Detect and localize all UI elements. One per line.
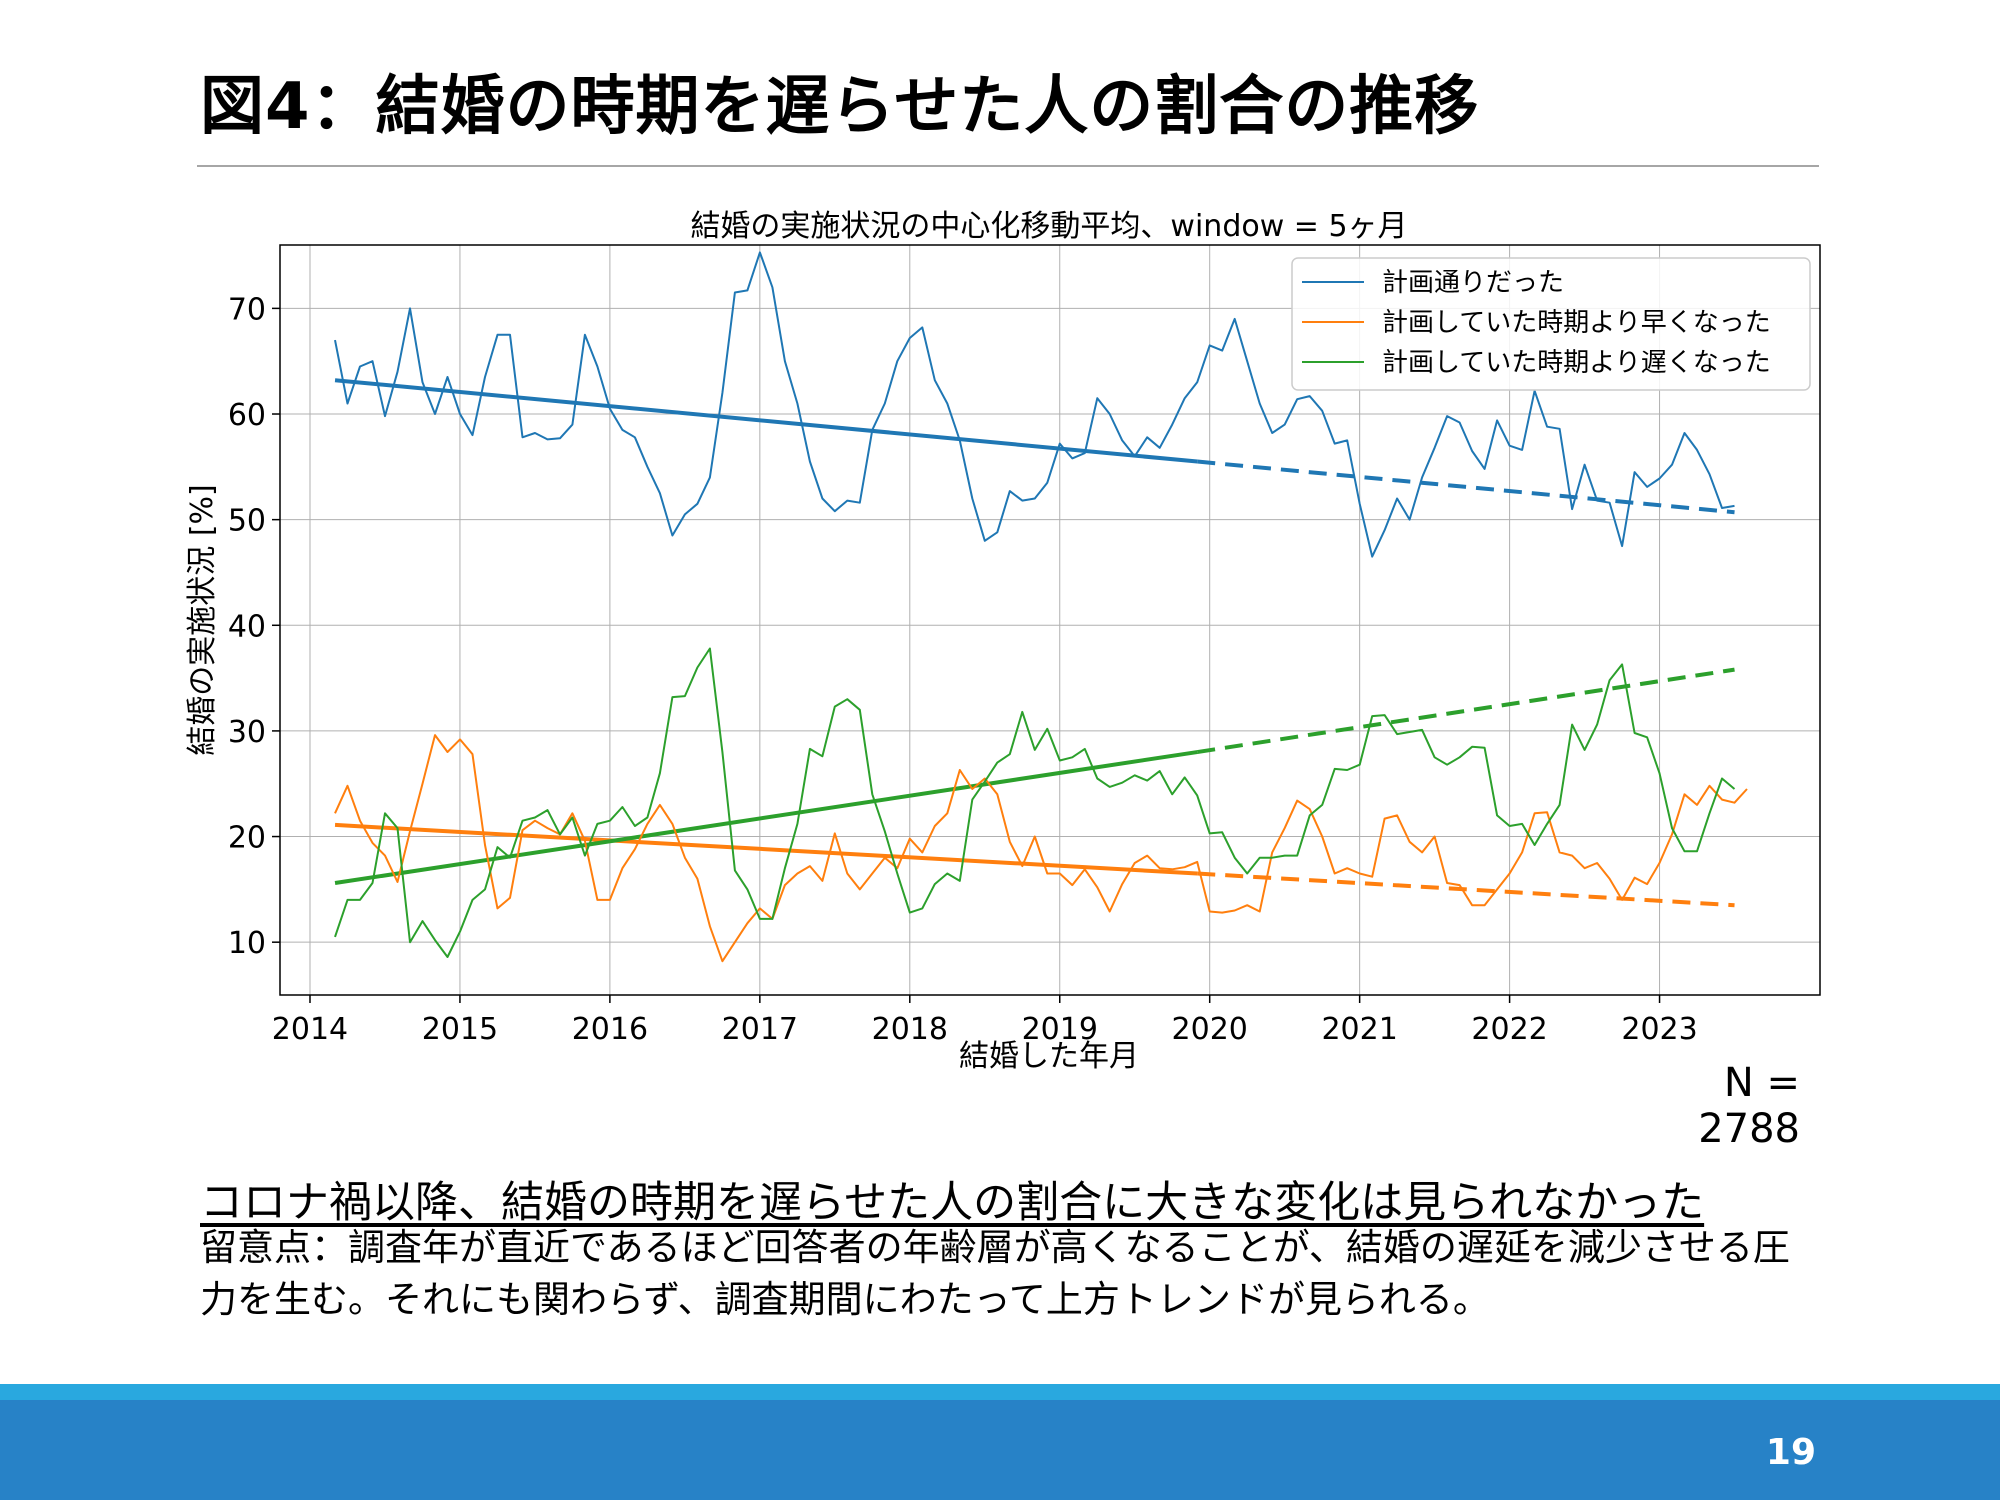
chart-title: 結婚の実施状況の中心化移動平均、window = 5ヶ月 [690, 209, 1407, 244]
legend-box [1291, 257, 1811, 391]
slide-title: 図4：結婚の時期を遅らせた人の割合の推移 [200, 70, 1480, 144]
trend-line-dashed [1197, 459, 1735, 515]
y-tick-label: 30 [228, 715, 266, 750]
note-text: 留意点：調査年が直近であるほど回答者の年齢層が高くなることが、結婚の遅延を減少さ… [200, 1226, 1790, 1321]
trend-line-solid [334, 378, 1198, 464]
y-tick-label: 20 [228, 821, 266, 856]
trend-lines [334, 378, 1735, 908]
x-tick-label: 2015 [422, 1012, 498, 1047]
x-tick-label: 2014 [272, 1012, 348, 1047]
x-tick-label: 2022 [1471, 1012, 1547, 1047]
y-tick-label: 10 [228, 926, 266, 961]
y-axis-title: 結婚の実施状況 [%] [185, 484, 220, 755]
trend-line-solid [334, 750, 1198, 886]
sample-size-label: N = 2788 [1698, 1060, 1800, 1152]
legend-label-planned: 計画通りだった [1382, 268, 1564, 298]
x-tick-label: 2016 [572, 1012, 648, 1047]
x-tick-label: 2018 [872, 1012, 948, 1047]
series-line [334, 647, 1736, 958]
trend-line-dashed [1197, 871, 1735, 908]
x-axis-title: 結婚した年月 [959, 1039, 1139, 1074]
x-tick-label: 2017 [722, 1012, 798, 1047]
y-tick-label: 40 [228, 609, 266, 644]
x-tick-label: 2020 [1172, 1012, 1248, 1047]
series-line [334, 251, 1735, 558]
legend: 計画通りだった 計画していた時期より早くなった 計画していた時期より遅くなった [1291, 257, 1811, 391]
legend-label-later: 計画していた時期より遅くなった [1382, 348, 1771, 378]
footer-bar [0, 1400, 2000, 1500]
legend-label-earlier: 計画していた時期より早くなった [1382, 308, 1771, 338]
y-tick-label: 60 [228, 398, 266, 433]
x-tick-label: 2019 [1022, 1012, 1098, 1047]
tick-labels: 2014 2015 2016 2017 2018 2019 2020 2021 2022 2023… [228, 292, 1698, 1047]
x-tick-label: 2023 [1621, 1012, 1697, 1047]
series-lines [334, 251, 1748, 963]
trend-line-dashed [1196, 667, 1735, 755]
x-tick-label: 2021 [1321, 1012, 1397, 1047]
y-tick-label: 70 [228, 292, 266, 327]
title-divider [197, 165, 1819, 167]
conclusion-text: コロナ禍以降、結婚の時期を遅らせた人の割合に大きな変化は見られなかった [200, 1178, 1705, 1228]
page-number: 19 [1765, 1432, 1816, 1473]
trend-line-solid [334, 822, 1198, 876]
plot-frame [279, 244, 1821, 996]
series-line [334, 734, 1748, 963]
footer-stripe [0, 1384, 2000, 1400]
line-chart: 結婚の実施状況の中心化移動平均、window = 5ヶ月 2014 2015 201… [185, 209, 1821, 1074]
y-tick-label: 50 [228, 504, 266, 539]
